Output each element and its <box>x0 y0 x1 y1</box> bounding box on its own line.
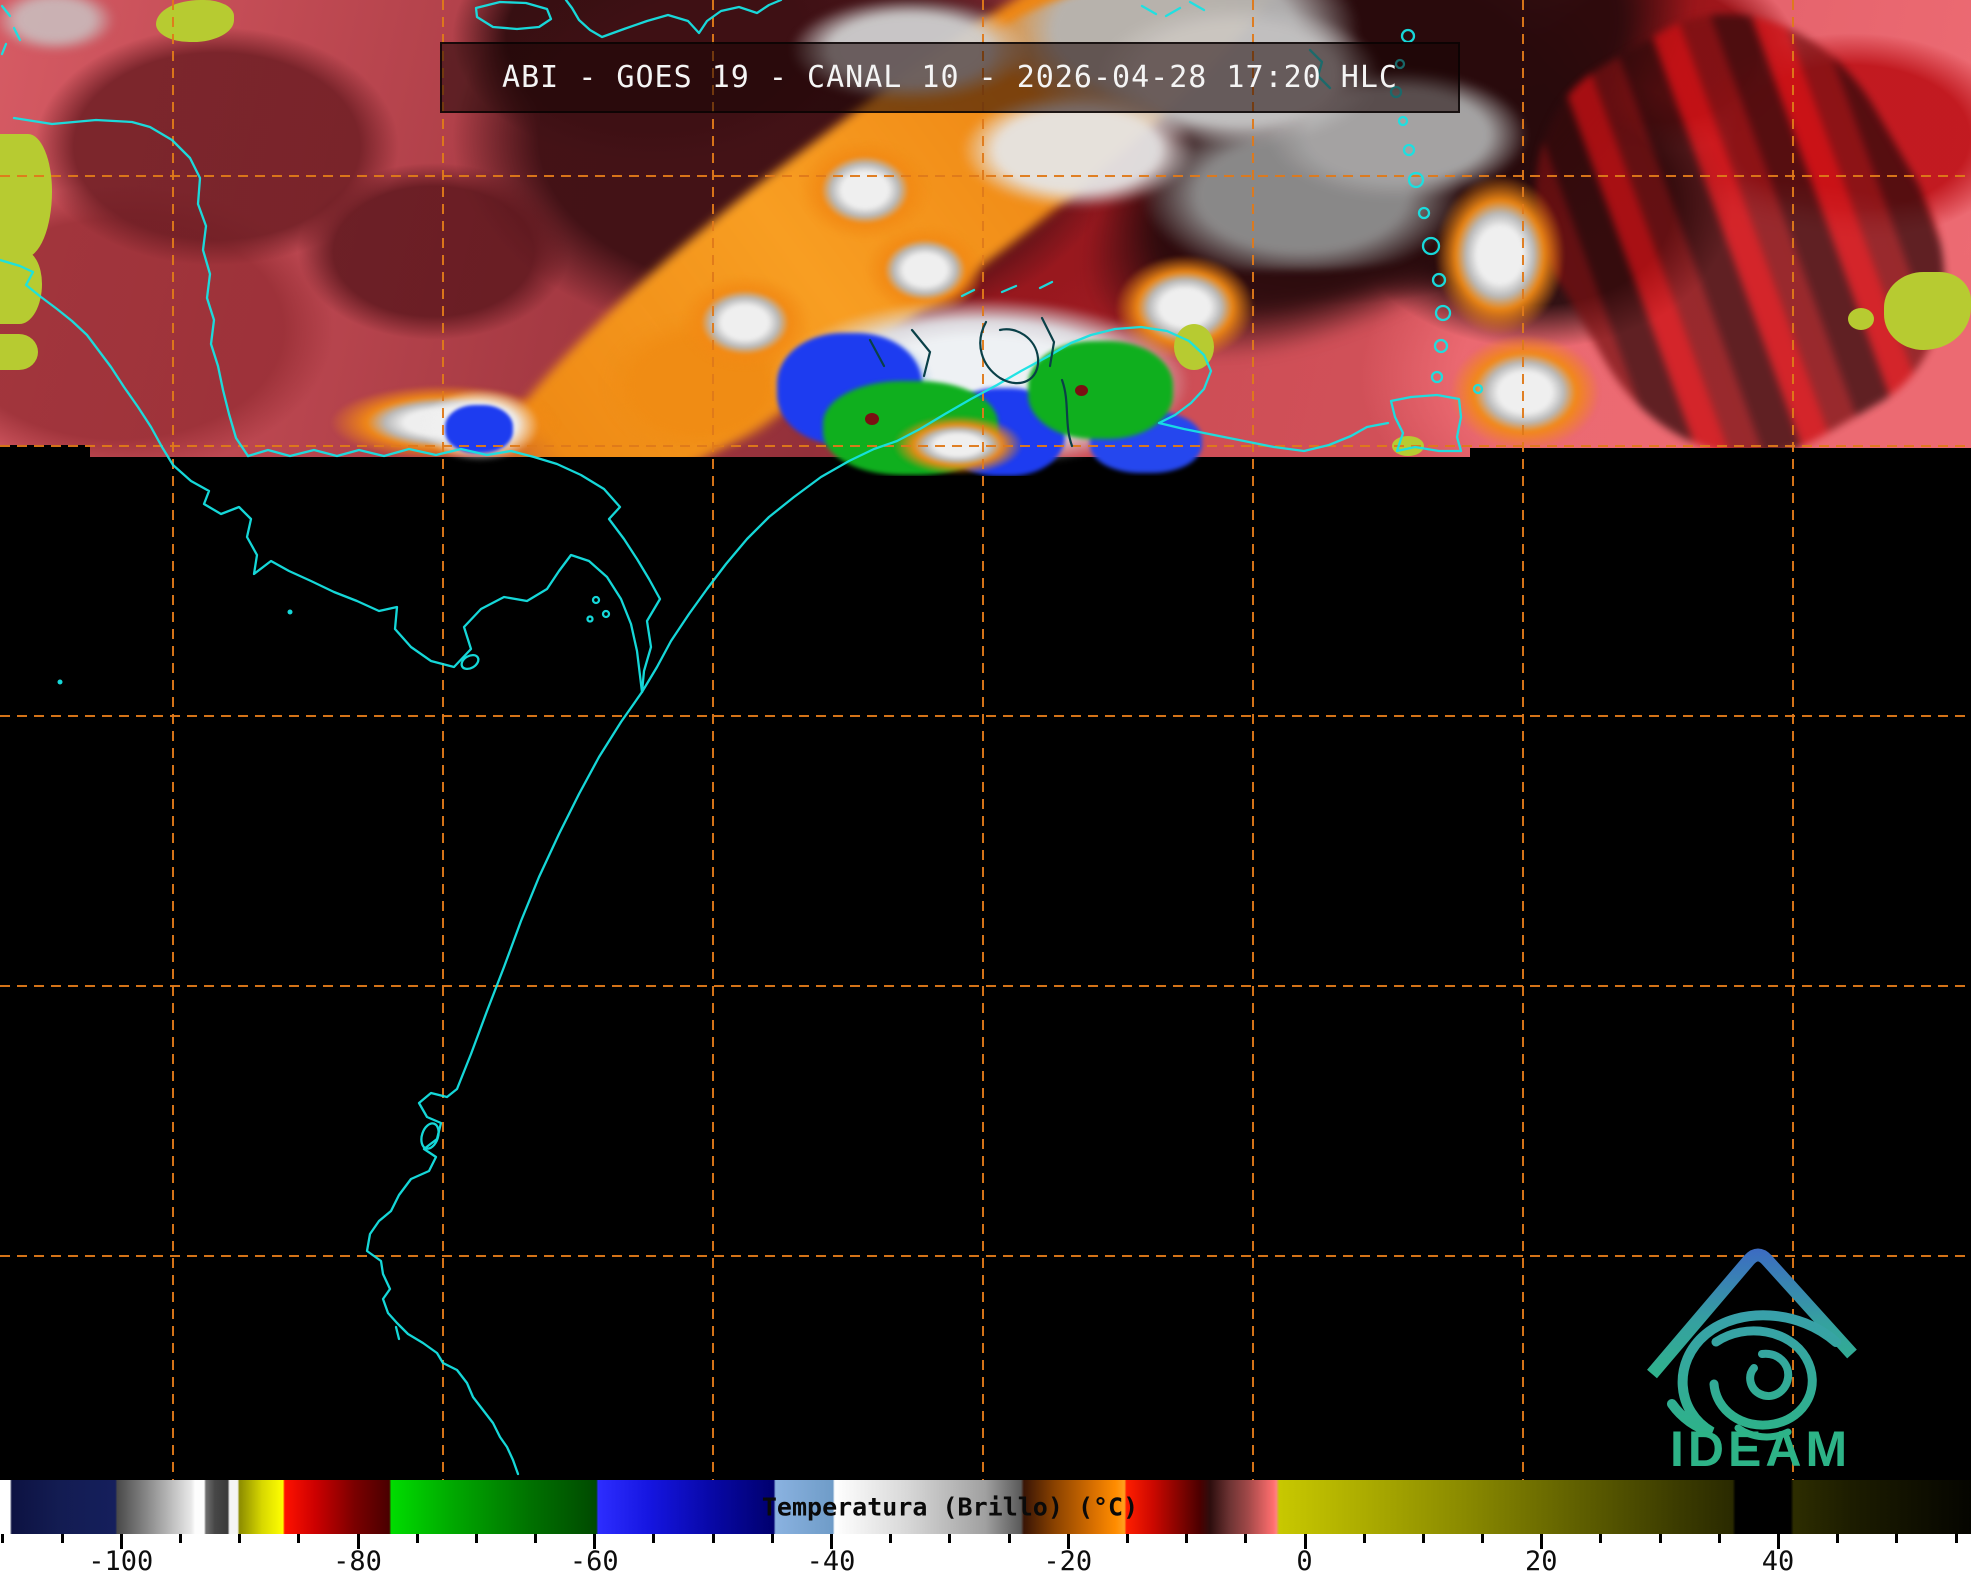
colorbar-tick-label: -60 <box>569 1546 619 1577</box>
abc-island-dashes <box>960 280 1054 298</box>
colorbar-minor-tick <box>415 1534 419 1543</box>
colorbar-minor-tick <box>1954 1534 1958 1543</box>
colorbar-tick-label: 20 <box>1525 1546 1558 1577</box>
colorbar-major-tick <box>1303 1534 1307 1549</box>
graticule-grid <box>0 0 1971 1480</box>
hot-surface-patch <box>0 134 52 258</box>
colorbar-minor-tick <box>1717 1534 1721 1543</box>
colorbar-minor-tick <box>1244 1534 1248 1543</box>
maracaibo-dark-coast <box>868 316 1074 448</box>
hispaniola-coast <box>564 0 783 39</box>
colorbar-major-tick <box>119 1534 123 1549</box>
jamaica-island <box>474 0 553 31</box>
ideam-logo <box>1647 1248 1857 1441</box>
colorbar-minor-tick <box>297 1534 301 1543</box>
colorbar-minor-tick <box>948 1534 952 1543</box>
coastline-southamerica-pacific <box>365 690 644 1476</box>
hot-surface-patch <box>1884 272 1971 350</box>
colorbar-tick-label: -40 <box>806 1546 856 1577</box>
colorbar-tick-label: 0 <box>1296 1546 1313 1577</box>
colorbar-tick-label: -80 <box>333 1546 382 1577</box>
malpelo-dot <box>287 609 293 615</box>
cloud-cluster <box>800 140 930 240</box>
colorbar-minor-tick <box>711 1534 715 1543</box>
colorbar-gradient: Temperatura (Brillo) (°C) <box>0 1480 1971 1534</box>
hot-surface-patch <box>156 0 234 42</box>
coast-islet-dash <box>394 1325 401 1341</box>
cloud-cluster <box>1435 175 1565 335</box>
galapagos-dot <box>57 679 63 685</box>
colorbar-minor-tick <box>1421 1534 1425 1543</box>
colorbar-major-tick <box>1066 1534 1070 1549</box>
colorbar-minor-tick <box>60 1534 64 1543</box>
ideam-wordmark: IDEAM <box>1670 1421 1852 1477</box>
colorbar-tick-label: -20 <box>1043 1546 1093 1577</box>
colorbar-minor-tick <box>1481 1534 1485 1543</box>
coastline-panama-caribbean <box>246 325 1390 694</box>
colorbar-minor-tick <box>1185 1534 1189 1543</box>
colorbar-scale-strip: -100 -80 -60 -40 -20 0 20 40 <box>0 1534 1971 1577</box>
colorbar-minor-tick <box>1658 1534 1662 1543</box>
colorbar-minor-tick <box>1362 1534 1366 1543</box>
colorbar-tick-label: -100 <box>88 1546 154 1577</box>
colorbar-minor-tick <box>770 1534 774 1543</box>
coastline-panama-pacific <box>171 463 644 694</box>
hot-surface-patch <box>0 334 38 370</box>
colorbar-minor-tick <box>1 1534 5 1543</box>
colorbar-major-tick <box>593 1534 597 1549</box>
colorbar-tick-label: 40 <box>1761 1546 1795 1577</box>
hot-surface-patch <box>1848 308 1874 330</box>
colorbar-major-tick <box>830 1534 834 1549</box>
colorbar-label: Temperatura (Brillo) (°C) <box>761 1492 1139 1522</box>
colorbar-major-tick <box>1540 1534 1544 1549</box>
colorbar-minor-tick <box>1599 1534 1603 1543</box>
colorbar-minor-tick <box>1007 1534 1011 1543</box>
colorbar-minor-tick <box>238 1534 242 1543</box>
logo-mountain <box>1647 1248 1857 1379</box>
coastline-honduras-nicaragua <box>12 116 250 458</box>
colorbar-minor-tick <box>652 1534 656 1543</box>
colorbar-minor-tick <box>1895 1534 1899 1543</box>
coastline-costarica-pacific <box>0 258 175 467</box>
colorbar-major-tick <box>356 1534 360 1549</box>
coastlines <box>0 0 1484 1476</box>
pearl-islands <box>460 595 611 671</box>
colorbar-major-tick <box>1777 1534 1781 1549</box>
colorbar-minor-tick <box>178 1534 182 1543</box>
colorbar-minor-tick <box>1125 1534 1129 1543</box>
colorbar-minor-tick <box>474 1534 478 1543</box>
trinidad-island <box>1389 393 1463 453</box>
puna-island <box>420 1122 440 1150</box>
colorbar-minor-tick <box>534 1534 538 1543</box>
colorbar-minor-tick <box>1836 1534 1840 1543</box>
colorbar-minor-tick <box>889 1534 893 1543</box>
corner-island-dashes <box>0 4 22 56</box>
image-title-bar: ABI - GOES 19 - CANAL 10 - 2026-04-28 17… <box>440 42 1460 113</box>
image-title: ABI - GOES 19 - CANAL 10 - 2026-04-28 17… <box>502 60 1398 95</box>
logo-hurricane-swirl <box>1667 1310 1841 1441</box>
puertorico-island-bits <box>1140 0 1332 90</box>
